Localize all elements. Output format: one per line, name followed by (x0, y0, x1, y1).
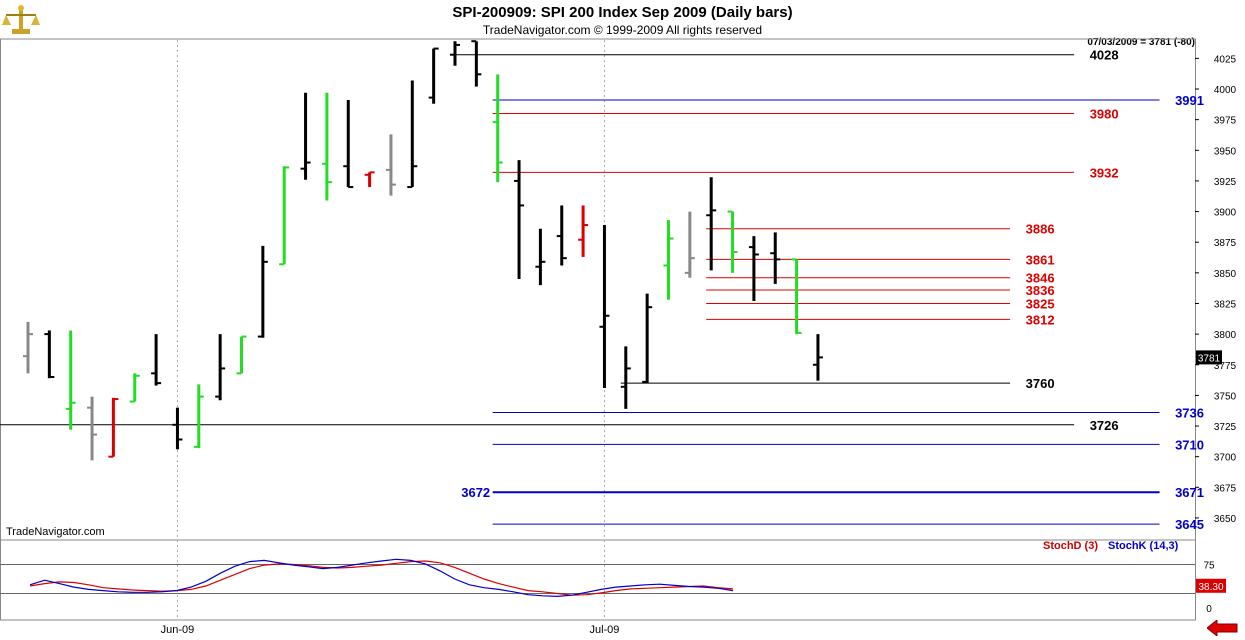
brand-watermark: TradeNavigator.com (6, 526, 105, 538)
level-label: 3672 (461, 485, 490, 500)
level-label: 3861 (1026, 252, 1055, 267)
chart-title: SPI-200909: SPI 200 Index Sep 2009 (Dail… (452, 4, 793, 21)
y-tick-label: 3750 (1214, 391, 1237, 402)
level-label: 3836 (1026, 283, 1055, 298)
level-label: 3886 (1026, 222, 1055, 237)
stoch-plot-frame (0, 539, 1196, 621)
cursor-readout: 07/03/2009 = 3781 (-80) (1087, 37, 1195, 48)
level-label: 3726 (1090, 418, 1119, 433)
y-tick-label: 4000 (1214, 85, 1237, 96)
y-tick-label: 3925 (1214, 177, 1237, 188)
y-tick-label: 3875 (1214, 238, 1237, 249)
chart-subtitle: TradeNavigator.com © 1999-2009 All right… (482, 23, 763, 37)
level-label: 3710 (1175, 437, 1204, 452)
stoch-series-line (29, 560, 734, 596)
gold-scale-logo-icon[interactable] (2, 3, 40, 37)
level-label: 4028 (1090, 48, 1119, 63)
stoch-y-tick-label: 0 (1206, 604, 1212, 615)
level-label: 3736 (1175, 406, 1204, 421)
y-tick-label: 3675 (1214, 483, 1237, 494)
stoch-last-tag (1196, 578, 1226, 593)
y-tick-label: 3650 (1214, 514, 1237, 525)
level-label: 3645 (1175, 517, 1204, 532)
level-label: 3846 (1026, 271, 1055, 286)
level-label: 3932 (1090, 165, 1119, 180)
stoch-last-label: 38.30 (1198, 582, 1223, 593)
y-tick-label: 3975 (1214, 116, 1237, 127)
price-plot-frame (0, 38, 1196, 541)
stoch-d-legend: StochD (3) (1043, 540, 1098, 552)
y-tick-label: 4025 (1214, 54, 1237, 65)
stoch-k-legend: StochK (14,3) (1108, 540, 1179, 552)
y-tick-label: 3775 (1214, 361, 1237, 372)
y-tick-label: 3900 (1214, 208, 1237, 219)
last-price-label: 3781 (1198, 353, 1221, 364)
y-tick-label: 3700 (1214, 453, 1237, 464)
y-tick-label: 3800 (1214, 330, 1237, 341)
level-label: 3812 (1026, 312, 1055, 327)
level-label: 3760 (1026, 376, 1055, 391)
level-label: 3991 (1175, 93, 1204, 108)
y-tick-label: 3825 (1214, 299, 1237, 310)
level-label: 3825 (1026, 296, 1055, 311)
x-tick-label: Jul-09 (589, 624, 619, 636)
y-tick-label: 3725 (1214, 422, 1237, 433)
level-label: 3671 (1175, 485, 1204, 500)
last-price-tag (1196, 350, 1222, 365)
stoch-y-tick-label: 75 (1203, 561, 1215, 572)
stoch-series-line (29, 558, 734, 598)
x-tick-label: Jun-09 (161, 624, 195, 636)
y-tick-label: 3850 (1214, 269, 1237, 280)
y-tick-label: 3950 (1214, 146, 1237, 157)
level-label: 3980 (1090, 107, 1119, 122)
red-left-arrow-icon[interactable] (1207, 620, 1239, 636)
